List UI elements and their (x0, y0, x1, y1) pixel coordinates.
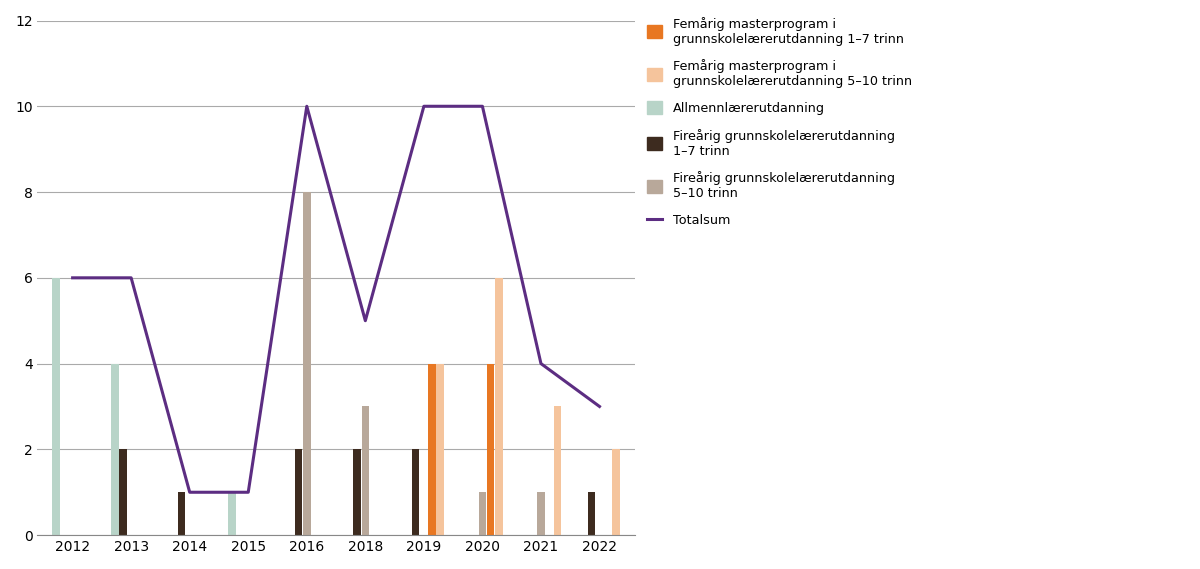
Bar (353, 450, 361, 535)
Bar (487, 364, 494, 535)
Bar (361, 406, 370, 535)
Bar (412, 450, 420, 535)
Bar (479, 492, 486, 535)
Bar (538, 492, 545, 535)
Bar (295, 450, 302, 535)
Bar (178, 492, 185, 535)
Bar (110, 364, 119, 535)
Bar (553, 406, 562, 535)
Bar (428, 364, 436, 535)
Legend: Femårig masterprogram i
grunnskolelærerutdanning 1–7 trinn, Femårig masterprogra: Femårig masterprogram i grunnskolelæreru… (647, 17, 912, 227)
Bar (588, 492, 595, 535)
Bar (304, 192, 311, 535)
Bar (612, 450, 619, 535)
Bar (496, 278, 503, 535)
Bar (119, 450, 127, 535)
Bar (228, 492, 235, 535)
Bar (53, 278, 60, 535)
Bar (437, 364, 444, 535)
